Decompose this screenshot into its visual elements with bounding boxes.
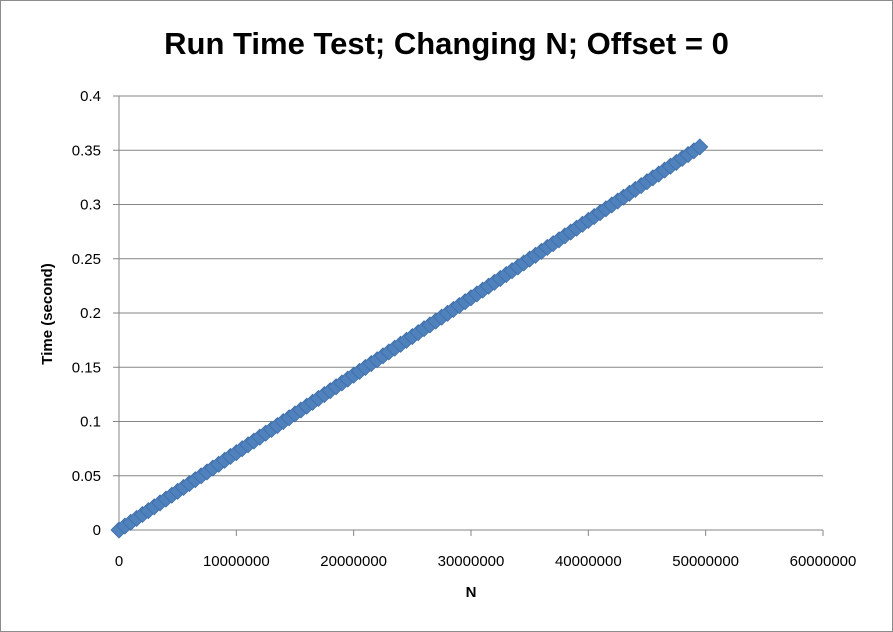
x-tick-label: 30000000 (438, 553, 505, 570)
y-tick-label: 0.25 (72, 251, 101, 268)
y-tick-label: 0.1 (80, 414, 101, 431)
x-tick-label: 60000000 (790, 553, 857, 570)
data-point (691, 138, 709, 156)
y-tick-label: 0.05 (72, 468, 101, 485)
data-markers (110, 138, 709, 539)
x-tick-label: 50000000 (672, 553, 739, 570)
y-tick-label: 0.35 (72, 142, 101, 159)
gridlines (113, 95, 823, 477)
y-axis-title: Time (second) (39, 263, 56, 364)
y-tick-label: 0.15 (72, 359, 101, 376)
y-tick-label: 0.4 (80, 88, 101, 105)
chart-title: Run Time Test; Changing N; Offset = 0 (164, 26, 729, 61)
y-tick-label: 0.2 (80, 305, 101, 322)
y-tick-label: 0 (93, 522, 101, 539)
x-tick-label: 40000000 (555, 553, 622, 570)
y-tick-labels: 0 0.05 0.1 0.15 0.2 0.25 0.3 0.35 0.4 (72, 88, 101, 539)
x-axis-title: N (466, 584, 477, 601)
x-tick-label: 10000000 (203, 553, 270, 570)
y-tick-label: 0.3 (80, 197, 101, 214)
x-tick-labels: 0 10000000 20000000 30000000 40000000 5000000… (115, 553, 857, 570)
x-tick-label: 0 (115, 553, 123, 570)
x-tick-label: 20000000 (320, 553, 387, 570)
